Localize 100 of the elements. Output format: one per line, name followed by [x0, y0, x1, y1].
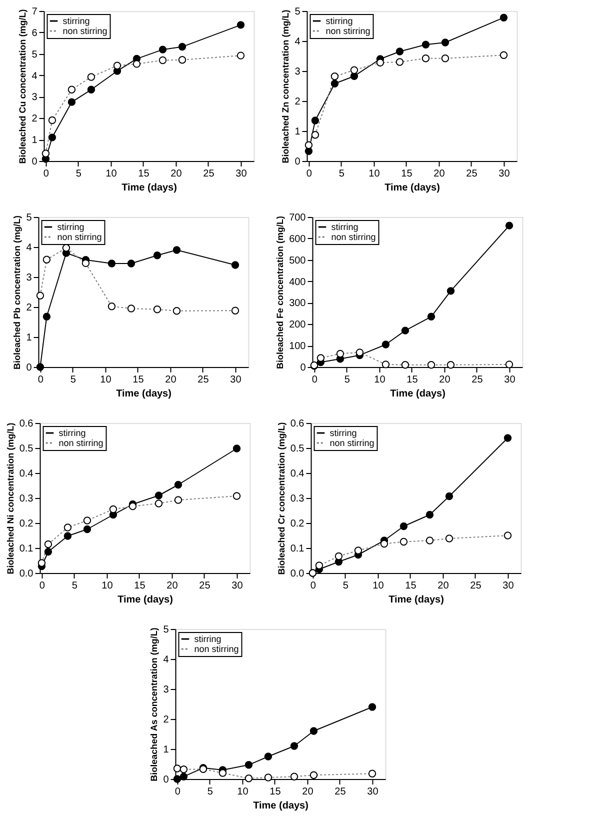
- legend-label: non stirring: [326, 26, 370, 36]
- x-tick-label: 30: [504, 374, 516, 386]
- y-tick-label: 0.3: [290, 494, 305, 504]
- x-axis-title: Time (days): [118, 594, 173, 606]
- x-tick-label: 0: [310, 580, 316, 592]
- y-tick-label: 3: [26, 272, 32, 284]
- y-tick-label: 0.5: [19, 444, 34, 454]
- y-tick-label: 2: [163, 714, 170, 726]
- x-tick-label: 30: [498, 168, 510, 180]
- x-tick-label: 10: [102, 580, 114, 592]
- y-tick-label: 0: [294, 156, 301, 168]
- y-tick-label: 3: [32, 92, 38, 104]
- x-tick-label: 20: [438, 580, 450, 592]
- x-tick-label: 5: [344, 374, 350, 386]
- y-tick-label: 5: [163, 624, 170, 636]
- x-tick-label: 0: [174, 786, 181, 798]
- x-axis-title: Time (days): [388, 594, 444, 606]
- y-tick-label: 3: [294, 66, 301, 78]
- y-tick-label: 4: [163, 654, 170, 666]
- legend-label: non stirring: [194, 644, 239, 654]
- legend-label: stirring: [57, 222, 84, 232]
- y-tick-label: 0: [32, 156, 38, 168]
- y-tick-label: 5: [26, 212, 32, 224]
- y-tick-label: 4: [26, 242, 32, 254]
- y-tick-label: 6: [32, 28, 38, 39]
- legend-label: stirring: [331, 222, 358, 232]
- y-axis-title: Bioleached As concentration (mg/L): [149, 628, 160, 782]
- legend-label: non stirring: [331, 232, 376, 242]
- x-tick-label: 25: [470, 580, 482, 592]
- x-axis-title: Time (days): [116, 388, 172, 400]
- x-tick-label: 25: [199, 580, 211, 592]
- y-tick-label: 4: [32, 70, 38, 82]
- legend-label: stirring: [62, 16, 90, 26]
- x-axis-title: Time (days): [122, 182, 177, 194]
- y-tick-label: 0: [300, 362, 306, 374]
- x-tick-label: 15: [132, 374, 144, 386]
- y-tick-label: 0.3: [19, 494, 34, 504]
- x-tick-label: 5: [70, 374, 76, 386]
- x-tick-label: 25: [472, 374, 484, 386]
- legend-label: non stirring: [330, 438, 374, 448]
- x-tick-label: 5: [207, 786, 214, 798]
- x-tick-label: 25: [334, 786, 346, 798]
- y-tick-label: 5: [294, 6, 301, 18]
- x-tick-label: 20: [170, 168, 182, 180]
- x-tick-label: 25: [466, 168, 478, 180]
- x-tick-label: 15: [134, 580, 146, 592]
- x-tick-label: 10: [100, 374, 112, 386]
- y-tick-label: 4: [294, 36, 301, 48]
- y-tick-label: 400: [289, 276, 306, 288]
- y-tick-label: 1: [32, 135, 38, 146]
- x-tick-label: 25: [203, 168, 215, 180]
- y-axis-title: Bioleached Cu concentration (mg/L): [18, 9, 28, 164]
- x-tick-label: 5: [338, 168, 345, 180]
- legend-label: non stirring: [62, 26, 108, 36]
- x-tick-label: 20: [302, 786, 314, 798]
- y-axis-title: Bioleached Ni concentration (mg/L): [5, 422, 16, 574]
- y-tick-label: 700: [289, 212, 306, 224]
- y-tick-label: 2: [26, 302, 32, 314]
- y-tick-label: 1: [26, 332, 32, 344]
- y-tick-label: 200: [289, 320, 306, 331]
- y-tick-label: 0.6: [290, 418, 305, 430]
- x-tick-label: 30: [367, 786, 379, 798]
- legend-label: non stirring: [57, 232, 102, 242]
- x-tick-label: 15: [405, 580, 417, 592]
- x-tick-label: 15: [138, 168, 150, 180]
- x-tick-label: 20: [166, 580, 178, 592]
- y-tick-label: 0.1: [19, 544, 34, 554]
- x-tick-label: 20: [434, 168, 446, 180]
- y-tick-label: 0.6: [19, 418, 34, 430]
- y-tick-label: 0.4: [19, 468, 34, 480]
- y-tick-label: 0.0: [290, 568, 305, 580]
- x-tick-label: 10: [106, 168, 118, 180]
- y-tick-label: 0.0: [19, 568, 34, 580]
- y-tick-label: 1: [294, 126, 301, 138]
- x-tick-label: 15: [270, 786, 282, 798]
- legend-label: stirring: [58, 428, 86, 438]
- x-tick-label: 20: [439, 374, 451, 386]
- x-tick-label: 15: [401, 168, 413, 180]
- y-axis-title: Bioleached Cr concentration (mg/L): [276, 422, 286, 575]
- x-tick-label: 20: [165, 374, 177, 386]
- y-tick-label: 500: [289, 255, 306, 266]
- x-axis-title: Time (days): [390, 388, 446, 400]
- x-tick-label: 5: [342, 580, 349, 592]
- legend-label: non stirring: [58, 438, 104, 448]
- legend-label: stirring: [194, 634, 222, 644]
- y-tick-label: 0.4: [290, 468, 305, 480]
- y-tick-label: 0: [26, 362, 32, 374]
- legend-label: stirring: [326, 16, 353, 26]
- x-tick-label: 30: [236, 168, 248, 180]
- x-tick-label: 10: [372, 580, 384, 592]
- x-tick-label: 10: [237, 786, 249, 798]
- x-tick-label: 15: [406, 374, 418, 386]
- x-tick-label: 0: [43, 168, 50, 180]
- x-axis-title: Time (days): [384, 182, 440, 194]
- y-tick-label: 0.1: [290, 544, 305, 554]
- x-tick-label: 30: [230, 374, 242, 386]
- y-tick-label: 0.2: [290, 518, 305, 530]
- y-tick-label: 7: [32, 6, 38, 18]
- y-tick-label: 600: [289, 234, 306, 245]
- legend-label: stirring: [330, 428, 357, 438]
